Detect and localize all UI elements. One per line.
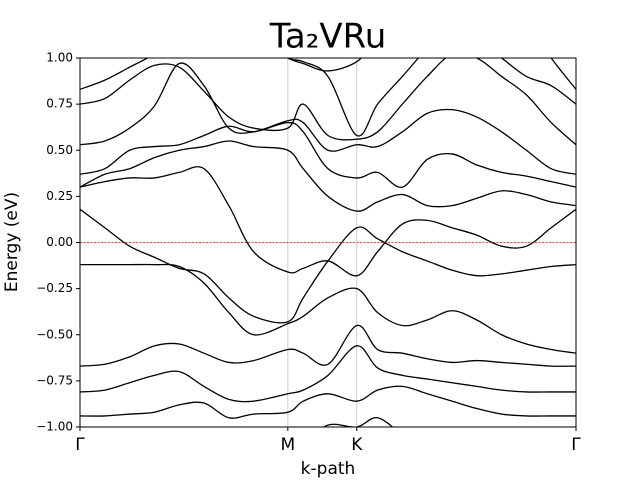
band-line [80,62,576,175]
ticks: Γ M K Γ−1.00−0.75−0.50−0.250.000.250.500.75… [36,51,581,456]
x-tick-label: Γ [75,435,85,455]
guides [80,58,576,427]
y-tick-label: −0.50 [36,327,73,341]
band-line [286,58,576,90]
y-tick-label: 0.25 [46,189,73,203]
y-tick-label: 0.00 [46,235,73,249]
y-tick-label: −0.25 [36,281,73,295]
band-line [80,324,576,367]
y-tick-label: 1.00 [46,51,73,65]
y-tick-label: −0.75 [36,373,73,387]
band-line [80,121,576,188]
bands [80,58,576,427]
band-line [80,58,576,146]
y-tick-label: −1.00 [36,420,73,434]
band-line [80,385,576,419]
x-tick-label: K [351,435,363,455]
band-line [80,140,576,212]
x-tick-label: M [280,435,295,455]
band-line [322,417,394,427]
band-line [80,263,576,354]
x-axis-label: k-path [301,459,356,479]
band-line [80,208,576,324]
y-tick-label: 0.50 [46,143,73,157]
x-tick-label: Γ [571,435,581,455]
band-line [80,166,576,277]
y-axis-label: Energy (eV) [2,192,22,292]
band-line [80,58,576,137]
y-tick-label: 0.75 [46,97,73,111]
chart-title: Ta₂VRu [269,17,387,57]
band-line [80,345,576,403]
